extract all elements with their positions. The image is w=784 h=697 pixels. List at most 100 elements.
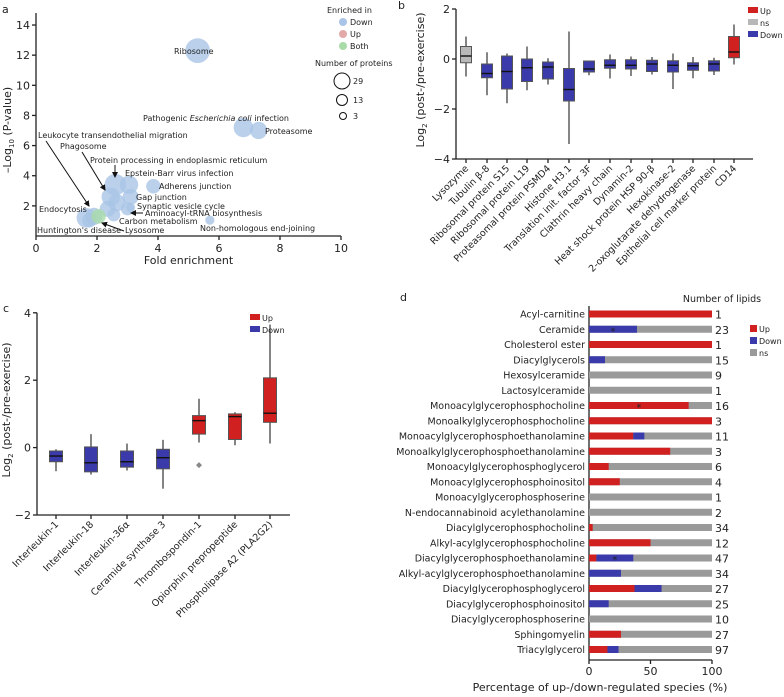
legend-label: ns: [759, 349, 768, 358]
annotation-label: Epstein-Barr virus infection: [125, 169, 233, 178]
count-label: 6: [715, 461, 722, 474]
panel-letter: a: [2, 3, 9, 16]
x-tick-label: 6: [216, 242, 223, 255]
bar-row-10: [589, 463, 712, 470]
annotation-part: infection: [252, 114, 289, 123]
bar-ns: [589, 524, 712, 531]
count-label: 3: [715, 415, 722, 428]
annotation-label: Aminoacyl-tRNA biosynthesis: [145, 209, 262, 218]
bubble: [107, 208, 121, 222]
bubble: [250, 121, 268, 140]
bar-ns: [589, 493, 712, 501]
y-tick-label: 4: [24, 307, 31, 320]
count-label: 4: [715, 476, 722, 489]
y-axis-label: –Log10 (P-value): [1, 87, 16, 173]
legend-label: Up: [759, 325, 770, 334]
annotation-label: Protein processing in endoplasmic reticu…: [90, 156, 268, 165]
x-tick-label: 8: [277, 242, 284, 255]
x-tick-label: 2: [94, 242, 101, 255]
box: [84, 446, 98, 473]
category-label: Ceramide: [539, 325, 585, 336]
bubble: [122, 188, 139, 205]
count-label: 1: [715, 339, 722, 352]
category-label: Monoacylglycerophosphoglycerol: [427, 462, 585, 473]
box: [542, 61, 554, 80]
panel-letter: c: [3, 302, 9, 315]
y-tick-label: 2: [23, 200, 30, 213]
category-label: N-endocannabinoid acylethanolamine: [405, 508, 585, 519]
y-tick-label: −2: [434, 103, 450, 116]
x-tick-label: 0: [586, 665, 593, 678]
size-legend-circle: [339, 112, 347, 120]
y-axis-label-part: –Log: [1, 148, 14, 173]
box-1: [84, 434, 98, 475]
x-axis-label: Percentage of up-/down-regulated species…: [473, 681, 728, 693]
bar-row-7: [589, 417, 712, 425]
box: [521, 58, 533, 82]
legend-label: Down: [760, 31, 783, 40]
legend-label: Up: [262, 314, 273, 323]
category-label: Monoalkylglycerophosphoethanolamine: [396, 447, 585, 458]
count-label: 2: [715, 507, 722, 520]
y-tick-label: 10: [16, 79, 30, 92]
bar-row-9: [589, 447, 712, 455]
box: [460, 46, 472, 64]
bar-row-4: [589, 371, 712, 379]
bubble: [185, 38, 211, 64]
legend-swatch-up: [750, 325, 757, 332]
size-legend-label: 13: [353, 96, 363, 105]
bar-row-22: [589, 646, 712, 653]
bar-row-1: [589, 325, 712, 333]
legend-swatch-both: [339, 42, 347, 50]
bar-row-0: [589, 310, 712, 318]
box-3: [156, 439, 170, 489]
bar-up: [589, 524, 593, 531]
legend-swatch-down: [339, 18, 347, 26]
box-12: [708, 57, 720, 75]
category-label: Hexosylceramide: [503, 371, 585, 382]
bar-row-8: [589, 432, 712, 440]
bar-down: [589, 569, 621, 577]
bar-row-3: [589, 356, 712, 364]
category-label: Cholesterol ester: [504, 340, 585, 351]
box: [625, 59, 637, 70]
count-label: 3: [715, 446, 722, 459]
bar-row-15: [589, 539, 712, 547]
bar-up: [589, 341, 712, 348]
category-label: Diacylglycerophosphoserine: [451, 615, 585, 626]
bar-ns: [589, 630, 712, 638]
bar-up: [589, 539, 651, 547]
bubble: [205, 215, 215, 225]
y-axis-label-part: Log: [0, 458, 13, 478]
box: [481, 63, 493, 79]
bar-up: [589, 463, 609, 470]
annotation-label: Lysosome: [125, 226, 164, 235]
bubble: [119, 175, 139, 194]
bar-row-2: [589, 341, 712, 348]
box-1: [481, 52, 493, 96]
count-label: 34: [715, 568, 729, 581]
box-4: [192, 398, 206, 469]
category-label: Diacylglycerophosphoinositol: [446, 599, 585, 610]
legend-swatch-down: [750, 337, 757, 344]
annotation-part: Escherichia coli: [190, 114, 253, 123]
legend-label: Down: [759, 337, 782, 346]
category-label: Sphingomyelin: [514, 630, 585, 641]
bar-row-11: [589, 478, 712, 486]
outlier-point: [196, 462, 202, 469]
y-axis-label-part: 10: [8, 139, 16, 148]
legend-swatch-down: [748, 31, 758, 37]
annotation-label: Pathogenic Escherichia coli infection: [143, 114, 289, 123]
annotation-label: Proteasome: [265, 127, 313, 136]
bar-ns: [589, 600, 712, 608]
bubble: [91, 209, 106, 224]
bar-down: [607, 646, 619, 653]
count-label: 10: [715, 614, 729, 627]
bar-up: [589, 432, 634, 440]
category-label: Diacylglycerols: [513, 355, 585, 366]
y-tick-label: 0: [24, 442, 31, 455]
count-label: 97: [715, 644, 729, 657]
y-tick-label: 0: [443, 53, 450, 66]
bar-ns: [589, 356, 712, 364]
annotation-label: Huntington's disease: [37, 226, 121, 235]
